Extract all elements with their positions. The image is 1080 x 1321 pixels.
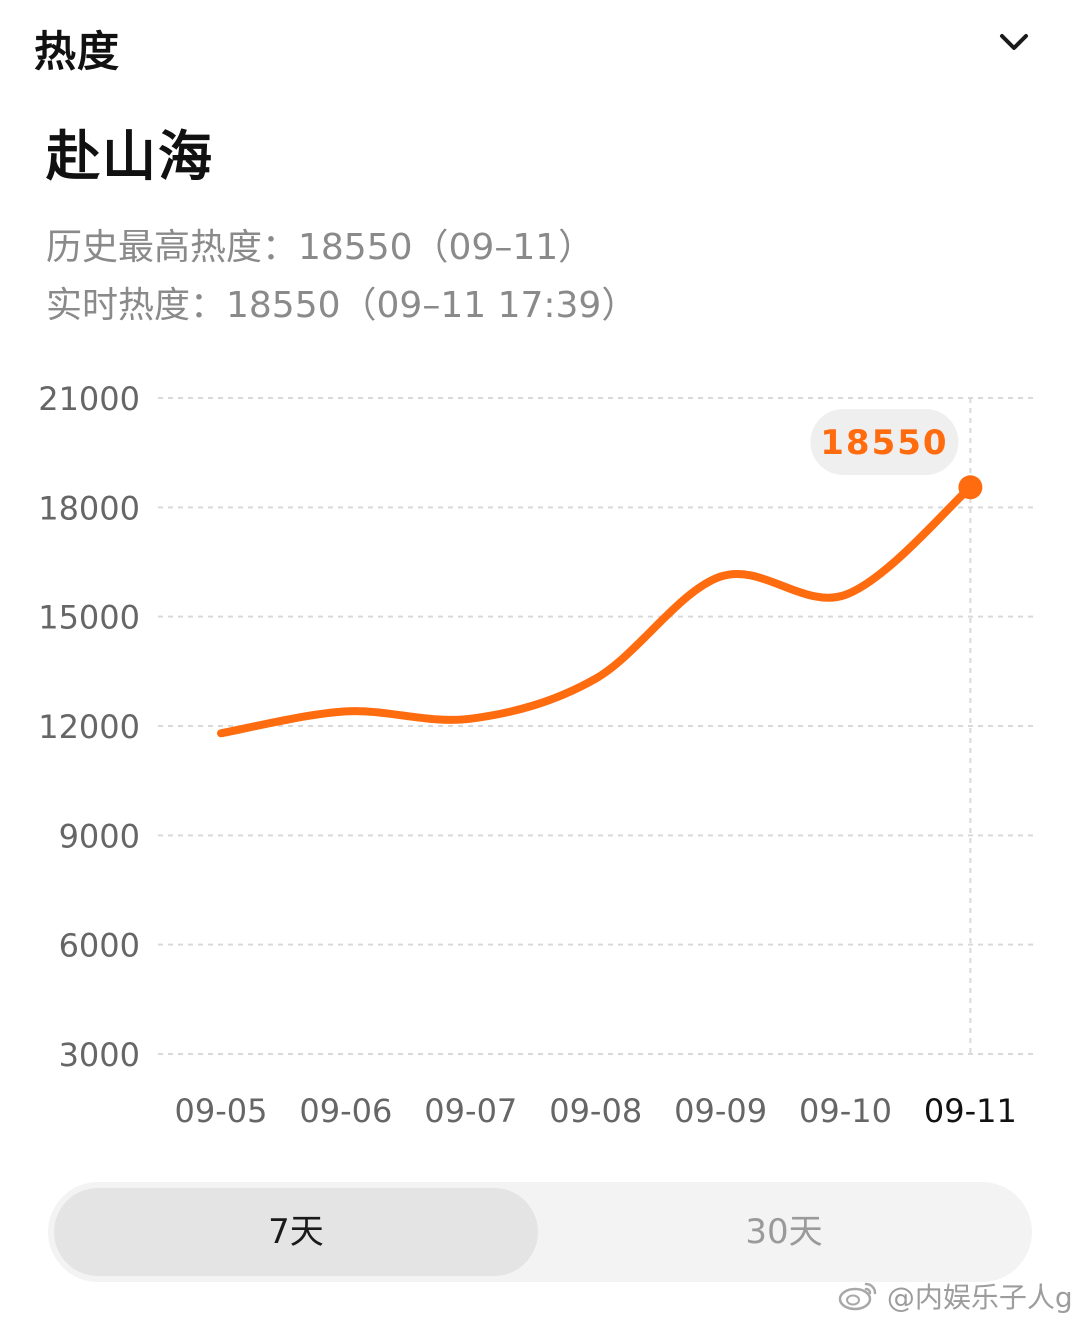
y-tick-label: 21000 [38,380,140,418]
x-tick-label: 09-05 [175,1092,268,1130]
value-bubble [810,409,959,475]
page-title: 热度 [34,27,121,76]
x-tick-label: 09-09 [674,1092,767,1130]
value-bubble-label: 18550 [820,423,948,463]
series-line [217,483,975,738]
weibo-icon [838,1282,877,1311]
x-tick-label: 09-06 [299,1092,392,1130]
x-tick-label: 09-08 [549,1092,642,1130]
chevron-down-icon[interactable] [994,22,1034,62]
heat-line-chart: 21000 18000 15000 12000 9000 6000 3000 09-05 09-… [38,380,1034,1130]
range-tabs: 7天 30天 [48,1182,1032,1282]
y-tick-label: 18000 [38,489,140,527]
header: 热度 [0,0,1080,90]
x-tick-label: 09-11 [924,1092,1017,1130]
y-tick-label: 3000 [59,1036,140,1074]
y-tick-label: 9000 [59,817,140,855]
y-tick-label: 12000 [38,708,140,746]
y-tick-label: 6000 [59,927,140,965]
highlight-point [958,475,983,500]
watermark: @内娱乐子人g [838,1276,1073,1314]
tab-7-days[interactable]: 7天 [54,1188,538,1276]
watermark-text: @内娱乐子人g [886,1281,1073,1314]
x-tick-label: 09-10 [799,1092,892,1130]
x-tick-label: 09-07 [424,1092,517,1130]
tab-30-days[interactable]: 30天 [745,1212,823,1252]
y-tick-label: 15000 [38,599,140,637]
peak-heat-text: 历史最高热度：18550（09–11） [46,227,595,268]
topic-title: 赴山海 [46,125,214,188]
realtime-heat-text: 实时热度：18550（09–11 17:39） [46,285,638,326]
